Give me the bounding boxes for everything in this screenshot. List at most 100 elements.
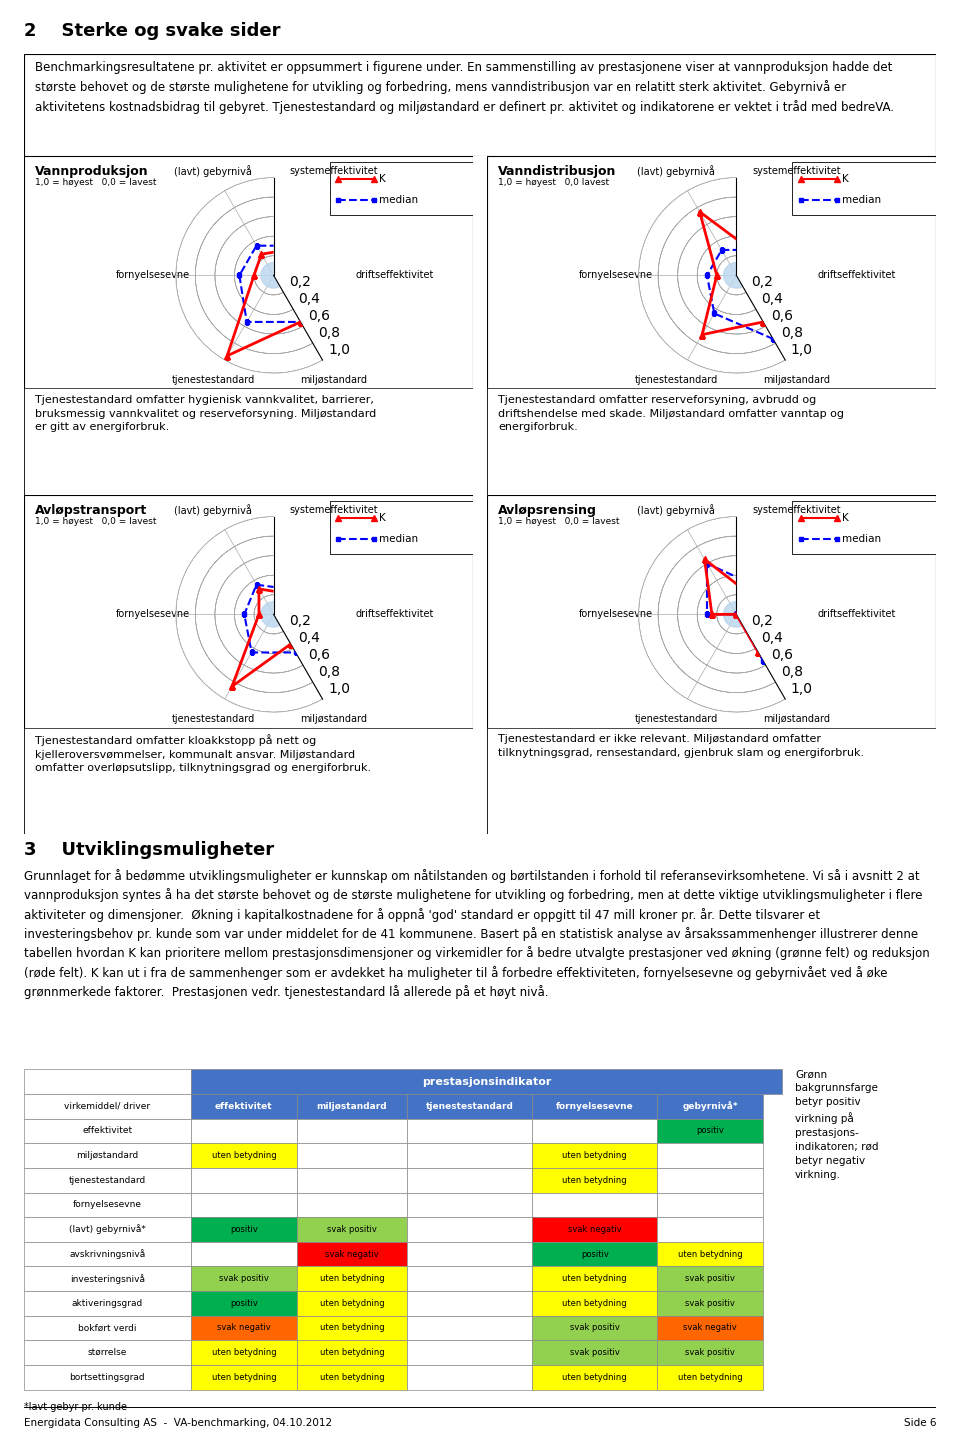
Text: Grunnlaget for å bedømme utviklingsmuligheter er kunnskap om nåtilstanden og bør: Grunnlaget for å bedømme utviklingsmulig… [24,869,929,1000]
Text: uten betydning: uten betydning [320,1324,384,1333]
Bar [658,1119,763,1144]
Bar [329,163,482,215]
Bar [297,1241,407,1266]
Text: størrelse: størrelse [87,1349,127,1358]
Text: *lavt gebyr pr. kunde: *lavt gebyr pr. kunde [24,1401,127,1411]
Text: uten betydning: uten betydning [211,1349,276,1358]
Bar [297,1365,407,1390]
Text: K: K [379,514,386,524]
Bar [407,1168,532,1193]
Bar [487,388,936,495]
Text: svak negativ: svak negativ [325,1250,379,1259]
Bar [191,1340,297,1365]
Text: uten betydning: uten betydning [678,1250,743,1259]
Bar [191,1094,297,1119]
Text: svak positiv: svak positiv [327,1225,377,1234]
Bar [407,1094,532,1119]
Bar [407,1218,532,1241]
Bar [658,1144,763,1168]
Text: K: K [842,175,849,185]
Text: uten betydning: uten betydning [563,1299,627,1308]
Bar [658,1266,763,1291]
Bar [191,1241,297,1266]
Bar [792,502,945,554]
Bar [407,1365,532,1390]
Bar [297,1340,407,1365]
Text: effektivitet: effektivitet [83,1126,132,1135]
Text: fornyelsesevne: fornyelsesevne [556,1101,634,1110]
Bar [532,1241,658,1266]
Bar [191,1168,297,1193]
Bar [658,1315,763,1340]
Bar [24,1218,191,1241]
Polygon shape [261,262,286,288]
Text: uten betydning: uten betydning [563,1275,627,1283]
Text: Avløpstransport: Avløpstransport [36,505,148,517]
Bar [532,1340,658,1365]
Text: positiv: positiv [230,1299,258,1308]
Text: uten betydning: uten betydning [563,1176,627,1184]
Bar [407,1315,532,1340]
Text: tjenestestandard: tjenestestandard [425,1101,514,1110]
Text: median: median [842,195,880,205]
Bar [191,1193,297,1218]
Polygon shape [724,601,749,627]
Text: svak negativ: svak negativ [567,1225,621,1234]
Text: 1,0 = høyest   0,0 = lavest: 1,0 = høyest 0,0 = lavest [36,517,156,525]
Text: uten betydning: uten betydning [211,1372,276,1382]
Bar [532,1144,658,1168]
Text: 1,0 = høyest   0,0 = lavest: 1,0 = høyest 0,0 = lavest [36,178,156,186]
Bar [297,1291,407,1315]
Text: Tjenestestandard omfatter reserveforsyning, avbrudd og
driftshendelse med skade.: Tjenestestandard omfatter reserveforsyni… [498,396,844,432]
Text: svak positiv: svak positiv [569,1324,619,1333]
Text: svak positiv: svak positiv [685,1349,735,1358]
Bar [24,388,473,495]
Bar [792,163,945,215]
Bar [407,1144,532,1168]
Bar [658,1193,763,1218]
Polygon shape [724,262,749,288]
Text: miljøstandard: miljøstandard [317,1101,387,1110]
Bar [297,1094,407,1119]
Text: uten betydning: uten betydning [320,1372,384,1382]
Bar [407,1119,532,1144]
Text: svak positiv: svak positiv [219,1275,269,1283]
Text: median: median [842,534,880,544]
Bar [407,1193,532,1218]
Text: uten betydning: uten betydning [563,1151,627,1160]
Bar [191,1069,782,1094]
Bar [407,1241,532,1266]
Text: bokført verdi: bokført verdi [78,1324,136,1333]
Text: K: K [379,175,386,185]
Bar [407,1266,532,1291]
Text: svak positiv: svak positiv [685,1299,735,1308]
Text: Tjenestestandard omfatter kloakkstopp på nett og
kjelleroversvømmelser, kommunal: Tjenestestandard omfatter kloakkstopp på… [36,735,372,774]
Bar [658,1168,763,1193]
Text: gebyrnivå*: gebyrnivå* [683,1101,738,1112]
Bar [297,1266,407,1291]
Bar [532,1168,658,1193]
Polygon shape [261,601,286,627]
Text: svak positiv: svak positiv [569,1349,619,1358]
Text: Side 6: Side 6 [903,1419,936,1427]
Text: uten betydning: uten betydning [320,1349,384,1358]
Text: tjenestestandard: tjenestestandard [69,1176,146,1184]
Text: positiv: positiv [581,1250,609,1259]
Bar [24,1069,191,1094]
Bar [532,1094,658,1119]
Bar [24,1266,191,1291]
Bar [658,1340,763,1365]
Bar [24,1144,191,1168]
Text: miljøstandard: miljøstandard [76,1151,138,1160]
Bar [658,1241,763,1266]
Bar [24,1168,191,1193]
Bar [191,1291,297,1315]
Bar [24,1365,191,1390]
Bar [532,1365,658,1390]
Bar [191,1266,297,1291]
Text: 2    Sterke og svake sider: 2 Sterke og svake sider [24,22,280,39]
Bar [329,502,482,554]
Text: median: median [379,534,418,544]
Bar [24,1315,191,1340]
Text: Energidata Consulting AS  -  VA-benchmarking, 04.10.2012: Energidata Consulting AS - VA-benchmarki… [24,1419,332,1427]
